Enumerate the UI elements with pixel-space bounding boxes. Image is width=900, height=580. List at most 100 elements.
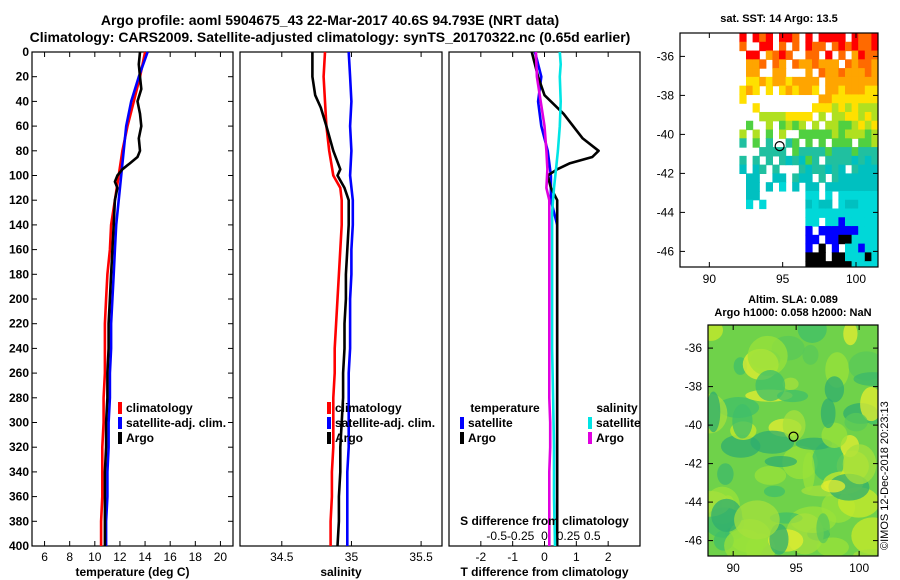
argo-position-marker (788, 431, 799, 442)
map-title: sat. SST: 14 Argo: 13.5 (720, 13, 838, 25)
sst-cell (838, 50, 846, 60)
sst-cell (772, 164, 780, 174)
sst-cell (878, 130, 885, 139)
x-tick-label: 10 (88, 550, 102, 564)
sst-cell (871, 208, 878, 218)
sst-cell (812, 76, 820, 87)
x-tick-label: 8 (66, 550, 73, 564)
sst-cell (871, 217, 878, 227)
sst-cell (805, 217, 813, 227)
salinity-legend-label: satellite-adj. clim. (335, 416, 435, 430)
sst-cell (858, 208, 866, 218)
map-frame (679, 32, 879, 268)
sst-cell (812, 199, 820, 210)
temperature-legend-label: climatology (126, 401, 193, 415)
sst-cell (838, 147, 846, 157)
sla-anomaly-blob (860, 386, 878, 422)
sst-cell (858, 33, 866, 43)
map-panel-sla (707, 324, 879, 557)
sst-cell (752, 50, 760, 60)
sst-cell (812, 129, 820, 139)
sst-cell (845, 68, 853, 78)
sst-cell (858, 226, 866, 236)
sst-cell (851, 199, 859, 210)
sst-cell (831, 234, 839, 245)
sst-cell (851, 59, 859, 69)
temperature-diff-legend-swatch (460, 432, 464, 444)
sst-cell (864, 138, 872, 148)
s-diff-axis-label: S difference from climatology (460, 514, 629, 528)
sst-cell (851, 243, 859, 253)
argo-position-marker (774, 141, 785, 152)
sst-cell (838, 111, 846, 122)
sst-cell (812, 190, 820, 201)
map-y-tick-label: -44 (657, 205, 675, 219)
sst-cell (772, 173, 780, 183)
sst-cell (871, 41, 878, 52)
sst-cell (752, 59, 760, 69)
sst-cell (851, 41, 859, 52)
sst-cell (871, 85, 878, 96)
sst-cell (812, 50, 820, 60)
sst-cell (805, 59, 813, 69)
sst-cell (752, 33, 760, 43)
sst-cell (805, 147, 813, 157)
sst-cell (831, 59, 839, 69)
sst-cell (858, 234, 866, 245)
sst-cell (818, 252, 826, 262)
sst-cell (864, 190, 872, 201)
plot-title-line-1: Argo profile: aoml 5904675_43 22-Mar-201… (100, 12, 560, 28)
sst-cell (871, 182, 878, 192)
sst-cell (838, 129, 846, 139)
sst-cell (878, 226, 885, 235)
x-axis-label: salinity (320, 565, 362, 579)
salinity-legend-label: climatology (335, 401, 402, 415)
sst-cell (805, 155, 813, 166)
series-line-satellite-adj-clim- (104, 51, 149, 546)
sst-cell (831, 155, 839, 166)
sst-cell (812, 217, 820, 227)
sst-cell (752, 68, 760, 78)
sst-cell (779, 59, 787, 69)
sst-cell (746, 199, 754, 210)
sst-cell (772, 68, 780, 78)
sst-cell (825, 234, 833, 245)
temperature-legend-title: temperature (470, 401, 540, 415)
sst-cell (759, 199, 767, 210)
sst-cell (798, 129, 806, 139)
sst-cell (858, 94, 866, 104)
sst-cell (831, 147, 839, 157)
sst-cell (746, 68, 754, 78)
sst-cell (792, 120, 800, 131)
sst-cell (878, 77, 885, 86)
sst-cell (805, 234, 813, 245)
sst-cell (845, 76, 853, 87)
sst-cell (871, 138, 878, 148)
sst-cell (831, 208, 839, 218)
sst-cell (838, 120, 846, 131)
sla-anomaly-blob (782, 377, 799, 391)
sst-cell (792, 59, 800, 69)
sst-cell (805, 208, 813, 218)
sst-cell (871, 261, 878, 267)
sst-cell (772, 147, 780, 157)
s-diff-tick-label: 0.25 (557, 529, 581, 543)
x-tick-label: 34.5 (270, 550, 294, 564)
sst-cell (792, 111, 800, 122)
sla-anomaly-blob (764, 455, 798, 468)
x-tick-label: 14 (138, 550, 152, 564)
sst-cell (878, 165, 885, 174)
sst-cell (792, 182, 800, 192)
sst-cell (845, 261, 853, 267)
sst-cell (858, 111, 866, 122)
sst-cell (858, 138, 866, 148)
sst-cell (858, 243, 866, 253)
series-line-salinity-argo (534, 51, 552, 546)
sst-cell (864, 173, 872, 183)
sst-cell (825, 103, 833, 113)
sst-cell (845, 138, 853, 148)
sst-cell (878, 235, 885, 244)
sst-cell (831, 68, 839, 78)
panel-salinity (239, 51, 443, 547)
